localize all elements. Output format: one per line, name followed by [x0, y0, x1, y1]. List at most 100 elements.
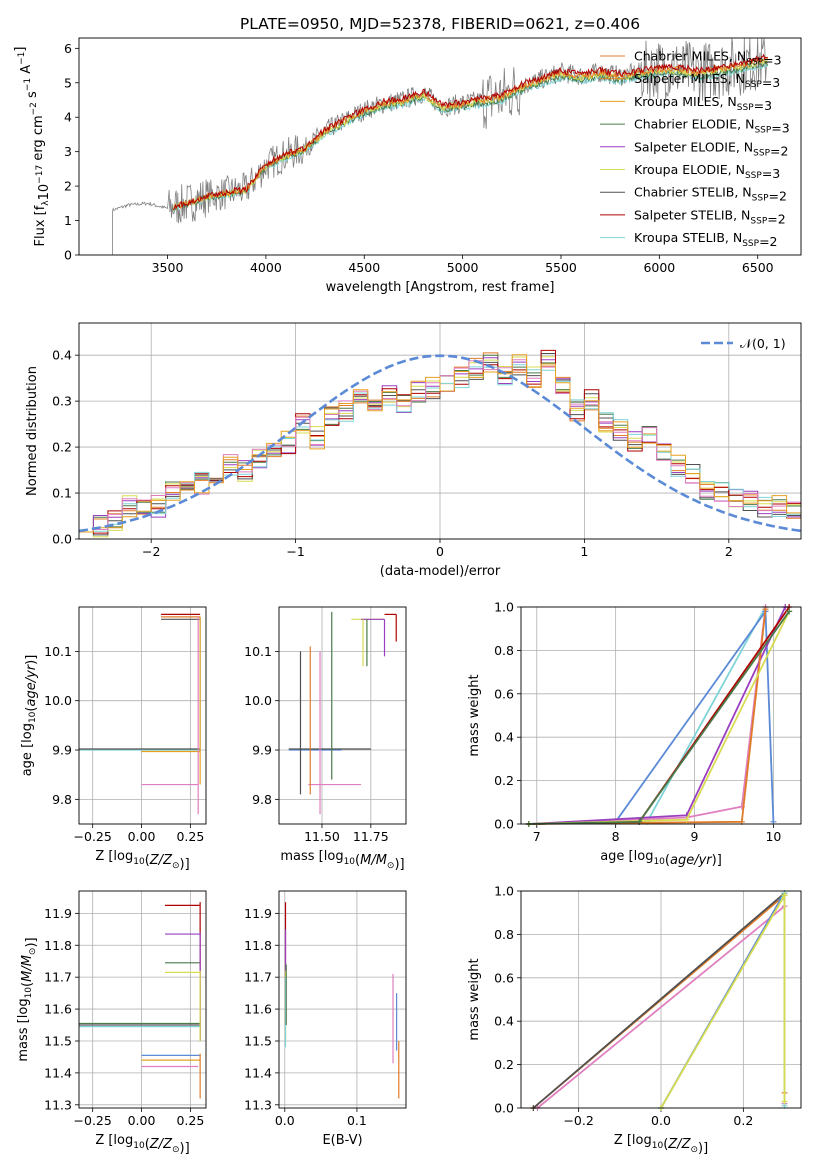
cumulative-age-line — [528, 606, 767, 825]
agez-xtick-label: 0.25 — [176, 829, 204, 844]
cumulative-age-line — [528, 609, 767, 825]
cumage-xtick-label: 10 — [765, 829, 781, 844]
massz-ytick-label: 11.5 — [44, 1033, 72, 1048]
cumage-ytick-label: 0.0 — [494, 817, 514, 832]
residuals-y-label: Normed distribution — [25, 366, 40, 496]
spectrum-legend-entry: Salpeter MILES, NSSP=3 — [634, 71, 780, 90]
agez-y-label: age [log10(age/yr)] — [20, 655, 39, 777]
agez-frame — [78, 606, 207, 825]
spectrum-legend-entry: Chabrier ELODIE, NSSP=3 — [634, 117, 790, 136]
spectrum-ytick-label: 3 — [64, 144, 72, 159]
spectrum-x-label: wavelength [Angstrom, rest frame] — [326, 280, 555, 295]
agez-ytick-label: 10.0 — [44, 693, 72, 708]
residual-histogram-step — [79, 349, 801, 534]
spectrum-xtick-label: 5500 — [545, 260, 577, 275]
cumz-xtick-label: 0.2 — [733, 1113, 753, 1128]
residuals-xtick-label: −1 — [286, 544, 304, 559]
spectrum-legend-entry: Chabrier MILES, NSSP=3 — [634, 49, 782, 68]
residuals-frame — [78, 322, 802, 540]
spectrum-frame — [78, 37, 802, 256]
cumage-xtick-label: 7 — [533, 829, 541, 844]
massebv-ytick-label: 11.9 — [244, 906, 272, 921]
massebv-xtick-label: 0.0 — [275, 1113, 295, 1128]
residuals-xtick-label: 1 — [580, 544, 588, 559]
massebv-ytick-label: 11.4 — [244, 1065, 272, 1080]
massz-xtick-label: −0.25 — [74, 1113, 112, 1128]
massz-ytick-label: 11.4 — [44, 1065, 72, 1080]
spectrum-legend-entry: Salpeter ELODIE, NSSP=2 — [634, 139, 788, 158]
residuals-ytick-label: 0.2 — [52, 440, 72, 455]
residual-histogram-plot: −2 −1 0 1 2 0.0 0.1 0.2 0.3 0.4 (data-model)/error… — [25, 322, 802, 579]
spectrum-legend-entry: Chabrier STELIB, NSSP=2 — [634, 185, 787, 204]
spectrum-ytick-label: 4 — [64, 110, 72, 125]
agem-frame — [278, 606, 407, 825]
spectrum-ytick-label: 1 — [64, 213, 72, 228]
cumz-frame — [520, 890, 802, 1109]
cumz-ytick-label: 1.0 — [494, 884, 514, 899]
age-vs-metallicity-plot: −0.25 0.00 0.25 9.8 9.9 10.0 10.1 Z [log10(Z/Z⊙… — [20, 606, 207, 872]
cumage-ytick-label: 0.8 — [494, 643, 514, 658]
agem-xtick-label: 11.50 — [304, 829, 340, 844]
massz-xtick-label: 0.00 — [128, 1113, 156, 1128]
agem-ytick-label: 10.1 — [244, 644, 272, 659]
agem-ytick-label: 9.9 — [252, 743, 272, 758]
mass-vs-ebv-plot: 0.0 0.1 11.3 11.4 11.5 11.6 11.7 11.8 11.9 E(B-V) — [244, 890, 407, 1148]
spectrum-legend-entry: Salpeter STELIB, NSSP=2 — [634, 207, 786, 226]
cumage-ytick-label: 0.6 — [494, 686, 514, 701]
massebv-ytick-label: 11.7 — [244, 970, 272, 985]
spectrum-plot: 3500 4000 4500 5000 5500 6000 6500 0 1 2 3 4 5 6 wavel… — [13, 37, 802, 295]
cumulative-age-marker — [786, 608, 793, 615]
spectrum-legend-entry: Kroupa MILES, NSSP=3 — [634, 94, 772, 113]
massz-x-label: Z [log10(Z/Z⊙)] — [95, 1133, 189, 1156]
spectrum-y-label: Flux [fλ10−17 erg cm−2 s−1 A−1] — [13, 47, 52, 247]
residuals-legend-entry: 𝒩(0, 1) — [740, 336, 786, 351]
spectrum-ytick-label: 6 — [64, 41, 72, 56]
massz-y-label: mass [log10(M/M⊙)] — [16, 937, 39, 1061]
residuals-ytick-label: 0.0 — [52, 532, 72, 547]
massz-ytick-label: 11.8 — [44, 938, 72, 953]
agem-ytick-label: 10.0 — [244, 693, 272, 708]
model-spectrum-line — [173, 53, 768, 210]
spectrum-ytick-label: 5 — [64, 75, 72, 90]
cumage-ytick-label: 0.2 — [494, 773, 514, 788]
agez-ytick-label: 9.8 — [52, 792, 72, 807]
residuals-x-label: (data-model)/error — [380, 564, 501, 579]
cumz-ytick-label: 0.0 — [494, 1101, 514, 1116]
residuals-ytick-label: 0.3 — [52, 394, 72, 409]
cumulative-z-marker — [781, 892, 788, 899]
spectrum-legend-entry: Kroupa STELIB, NSSP=2 — [634, 230, 778, 249]
cumz-y-label: mass weight — [467, 958, 482, 1040]
cumage-ytick-label: 0.4 — [494, 730, 514, 745]
agez-xtick-label: −0.25 — [74, 829, 112, 844]
agem-x-label: mass [log10(M/M⊙)] — [280, 849, 404, 872]
cumulative-z-marker — [781, 1098, 788, 1105]
cumz-ytick-label: 0.2 — [494, 1057, 514, 1072]
residuals-ytick-label: 0.1 — [52, 486, 72, 501]
massz-ytick-label: 11.3 — [44, 1097, 72, 1112]
cumulative-mass-vs-metallicity-plot: −0.2 0.0 0.2 0.0 0.2 0.4 0.6 0.8 1.0 Z [log10(Z/Z… — [467, 884, 802, 1156]
agez-xtick-label: 0.00 — [128, 829, 156, 844]
spectrum-ytick-label: 0 — [64, 248, 72, 263]
normal-distribution-curve — [78, 354, 802, 533]
spectrum-xtick-label: 5000 — [447, 260, 479, 275]
cumulative-mass-vs-age-plot: 7 8 9 10 0.0 0.2 0.4 0.6 0.8 1.0 age [log10(age/yr… — [467, 600, 802, 868]
cumage-frame — [520, 606, 802, 825]
cumz-xtick-label: 0.0 — [651, 1113, 671, 1128]
spectrum-xtick-label: 6500 — [742, 260, 774, 275]
massz-xtick-label: 0.25 — [176, 1113, 204, 1128]
spectrum-ytick-label: 2 — [64, 179, 72, 194]
age-vs-mass-plot: 11.50 11.75 9.8 9.9 10.0 10.1 mass [log10(M/M⊙… — [244, 606, 407, 872]
massz-ytick-label: 11.9 — [44, 906, 72, 921]
spectrum-xtick-label: 4500 — [348, 260, 380, 275]
cumulative-age-line — [528, 606, 767, 825]
residuals-xtick-label: −2 — [142, 544, 160, 559]
cumz-x-label: Z [log10(Z/Z⊙)] — [614, 1133, 708, 1156]
spectrum-xtick-label: 3500 — [152, 260, 184, 275]
agem-xtick-label: 11.75 — [353, 829, 389, 844]
massebv-ytick-label: 11.8 — [244, 938, 272, 953]
cumage-xtick-label: 9 — [691, 829, 699, 844]
massebv-ytick-label: 11.3 — [244, 1097, 272, 1112]
cumulative-z-line — [532, 892, 786, 1109]
spectrum-xtick-label: 4000 — [250, 260, 282, 275]
